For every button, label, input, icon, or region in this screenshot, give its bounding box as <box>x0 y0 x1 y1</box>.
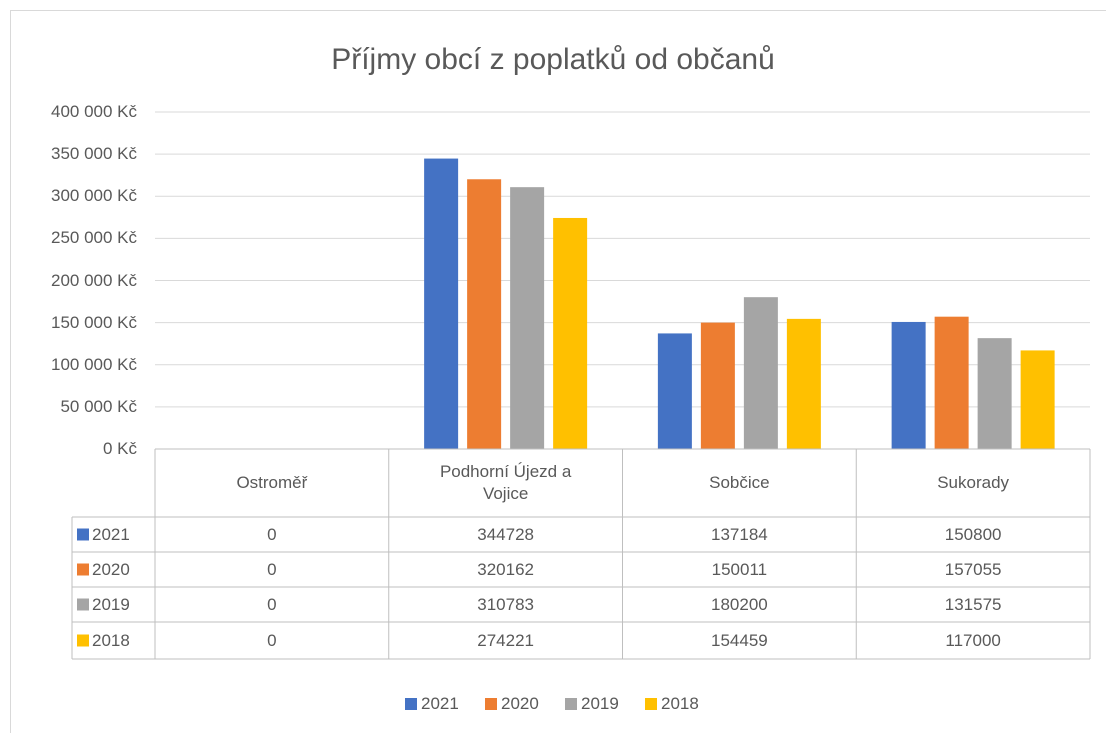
x-tick-label: Sukorady <box>937 473 1010 492</box>
table-cell: 320162 <box>477 559 534 579</box>
legend-key <box>77 598 89 611</box>
table-series-name: 2021 <box>92 524 130 544</box>
legend-label: 2019 <box>581 694 619 713</box>
table-cell: 0 <box>267 559 277 579</box>
legend-key <box>565 698 577 710</box>
table-cell: 0 <box>267 630 277 650</box>
bar <box>657 333 692 449</box>
table-cell: 0 <box>267 594 277 614</box>
legend-key <box>77 634 89 647</box>
y-tick-label: 150 000 Kč <box>50 312 137 332</box>
y-tick-label: 400 000 Kč <box>50 102 137 121</box>
bar <box>467 179 502 449</box>
table-cell: 154459 <box>711 630 768 650</box>
table-series-name: 2018 <box>92 630 130 650</box>
y-tick-label: 50 000 Kč <box>60 396 137 416</box>
table-cell: 344728 <box>477 524 534 544</box>
legend-key <box>645 698 657 710</box>
legend-key <box>405 698 417 710</box>
table-cell: 0 <box>267 524 277 544</box>
x-tick-label: Podhorní Újezd a Vojice <box>439 462 572 503</box>
chart-border <box>10 10 1106 733</box>
bar <box>1020 350 1055 449</box>
bar <box>786 318 821 449</box>
legend-key <box>77 528 89 541</box>
bar <box>700 322 735 449</box>
table-cell: 137184 <box>711 524 768 544</box>
x-tick-label: Ostroměř <box>236 473 308 492</box>
y-tick-label: 300 000 Kč <box>50 186 137 206</box>
bar <box>510 187 545 449</box>
table-cell: 180200 <box>711 594 768 614</box>
table-cell: 150011 <box>711 559 768 579</box>
y-tick-label: 0 Kč <box>102 439 137 458</box>
table-cell: 274221 <box>477 630 534 650</box>
bar <box>553 217 588 449</box>
table-cell: 117000 <box>945 630 1001 650</box>
bar <box>934 316 969 449</box>
y-tick-label: 350 000 Kč <box>50 144 137 164</box>
table-cell: 150800 <box>944 524 1002 544</box>
table-cell: 310783 <box>477 594 534 614</box>
table-series-name: 2020 <box>92 559 130 579</box>
legend-label: 2018 <box>661 694 699 713</box>
bar <box>743 297 778 449</box>
bar <box>424 158 459 450</box>
legend-label: 2021 <box>421 694 459 713</box>
bar <box>891 321 926 449</box>
y-tick-label: 250 000 Kč <box>50 228 137 248</box>
y-tick-label: 100 000 Kč <box>50 354 137 374</box>
table-cell: 157055 <box>944 559 1002 579</box>
bar <box>977 338 1012 449</box>
legend-key <box>77 563 89 576</box>
x-tick-label: Sobčice <box>709 473 770 492</box>
legend-key <box>485 698 497 710</box>
table-series-name: 2019 <box>92 594 130 614</box>
chart-title: Příjmy obcí z poplatků od občanů <box>331 43 775 76</box>
legend-label: 2020 <box>501 694 539 713</box>
y-tick-label: 200 000 Kč <box>50 270 137 290</box>
table-cell: 131575 <box>944 594 1002 614</box>
